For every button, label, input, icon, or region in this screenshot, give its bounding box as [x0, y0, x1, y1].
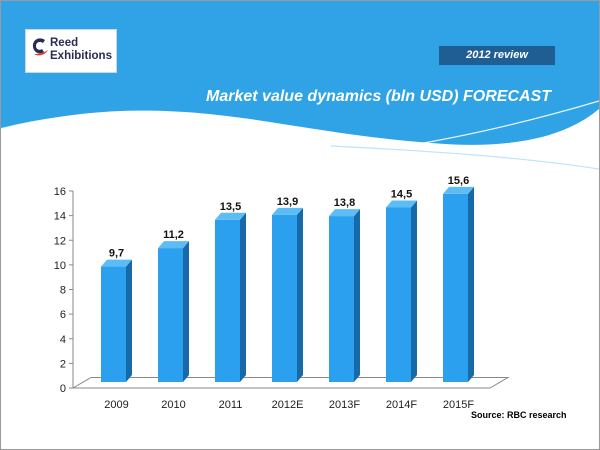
logo-text: Reed Exhibitions — [50, 37, 112, 63]
review-tag: 2012 review — [439, 46, 555, 65]
x-tick-label: 2013F — [329, 399, 360, 411]
data-label: 9,7 — [109, 248, 124, 260]
bar-top — [158, 241, 189, 249]
bar-top — [443, 186, 474, 194]
data-label: 14,5 — [391, 188, 412, 200]
x-tick-label: 2014F — [386, 399, 417, 411]
logo-swoosh-icon — [32, 38, 48, 56]
bar-side — [411, 200, 417, 382]
y-tick-label: 8 — [60, 285, 66, 297]
x-tick-label: 2015F — [443, 399, 474, 411]
x-tick-label: 2009 — [104, 399, 128, 411]
bar-top — [101, 259, 132, 267]
y-tick-label: 6 — [60, 309, 66, 321]
source-note: Source: RBC research — [471, 410, 567, 420]
data-label: 13,8 — [334, 197, 355, 209]
bar-side — [468, 186, 474, 382]
y-tick-label: 4 — [60, 334, 66, 346]
y-tick-label: 16 — [54, 186, 66, 198]
bar-front — [101, 266, 126, 382]
bar-top — [329, 209, 360, 217]
reed-exhibitions-logo: Reed Exhibitions — [25, 29, 117, 73]
data-label: 11,2 — [163, 229, 184, 241]
bar-front — [386, 207, 411, 382]
bar-front — [215, 219, 240, 382]
bar-front — [329, 216, 354, 382]
x-tick-label: 2010 — [161, 399, 185, 411]
bar-front — [272, 214, 297, 382]
y-tick-label: 10 — [54, 260, 66, 272]
bar-front — [158, 248, 183, 382]
bar-top — [215, 212, 246, 220]
bar-side — [354, 209, 360, 382]
bar-top — [386, 200, 417, 208]
x-tick-label: 2012E — [272, 399, 304, 411]
data-label: 15,6 — [448, 175, 469, 187]
bar-top — [272, 207, 303, 215]
bar-side — [183, 241, 189, 382]
x-tick-label: 2011 — [219, 399, 243, 411]
header-band — [1, 1, 599, 170]
y-tick-label: 2 — [60, 358, 66, 370]
slide-title: Market value dynamics (bln USD) FORECAST — [206, 88, 551, 105]
y-tick-label: 12 — [54, 235, 66, 247]
y-tick-label: 0 — [60, 383, 66, 395]
bar-side — [126, 259, 132, 382]
logo-line1: Reed — [50, 37, 79, 49]
data-label: 13,5 — [220, 201, 241, 213]
bar-front — [443, 193, 468, 382]
logo-line2: Exhibitions — [50, 50, 112, 62]
bar-side — [240, 212, 246, 382]
bar-side — [297, 207, 303, 382]
y-tick-label: 14 — [54, 211, 66, 223]
data-label: 13,9 — [277, 196, 298, 208]
